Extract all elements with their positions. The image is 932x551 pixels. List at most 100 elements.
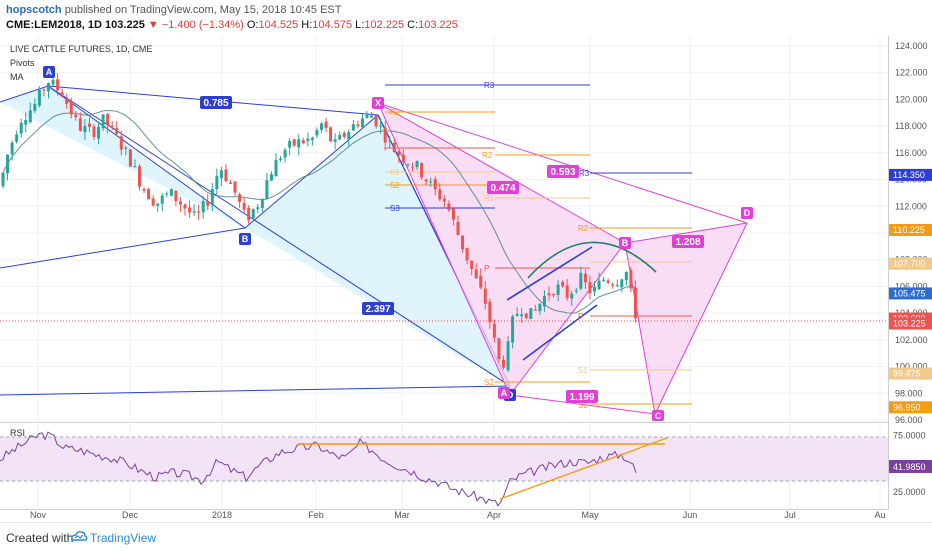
tradingview-logo-icon[interactable] xyxy=(70,529,88,543)
candle-body xyxy=(42,89,46,91)
close-value: 103.225 xyxy=(418,19,458,31)
price-label: 96.950 xyxy=(893,402,921,412)
candle-body xyxy=(447,203,451,211)
time-tick: 2018 xyxy=(212,510,232,520)
chart-legend[interactable]: LIVE CATTLE FUTURES, 1D, CME Pivots MA xyxy=(10,44,152,82)
pattern1-base-line xyxy=(0,385,511,396)
ratio-box xyxy=(566,390,598,403)
candle-body xyxy=(83,125,87,133)
candle-body xyxy=(333,139,337,142)
price-tick: 112.000 xyxy=(895,201,927,211)
footer: Created with TradingView xyxy=(0,522,932,551)
candle-body xyxy=(479,275,483,288)
low-label: L: xyxy=(355,19,365,31)
candle-body xyxy=(474,269,478,279)
chart-title: LIVE CATTLE FUTURES, 1D, CME xyxy=(10,44,152,54)
candle-body xyxy=(374,115,378,127)
candle-body xyxy=(192,211,196,213)
point-label-c2: C xyxy=(655,411,662,421)
point-label-a: A xyxy=(46,67,53,77)
ratio-label: 0.785 xyxy=(203,98,228,109)
candle-body xyxy=(365,114,369,118)
candle-body xyxy=(547,293,551,296)
time-tick: Feb xyxy=(308,510,324,520)
price-label-box xyxy=(889,317,932,330)
candle-body xyxy=(420,163,424,178)
pattern2-xd-line xyxy=(377,102,748,224)
price-label-box xyxy=(889,223,932,236)
candle-body xyxy=(611,284,615,286)
pivot-label: S1 xyxy=(390,168,400,177)
price-chart[interactable]: R3 R2 S1 S2 S3 R2 R1 P S2 R3 R2 P S1 S2 … xyxy=(0,36,932,522)
price-tick: 102.000 xyxy=(895,335,928,345)
candle-body xyxy=(119,136,123,150)
candle-body xyxy=(128,149,132,167)
candle-body xyxy=(24,119,28,125)
candle-body xyxy=(624,271,628,281)
time-tick: Jul xyxy=(784,510,796,520)
candle-body xyxy=(620,279,624,288)
point-box xyxy=(652,410,664,421)
candle-body xyxy=(78,118,82,131)
price-label: 105.475 xyxy=(893,288,926,298)
annotations[interactable] xyxy=(0,241,888,361)
candle-body xyxy=(219,170,223,179)
candle-body xyxy=(274,160,278,177)
candle-body xyxy=(370,115,374,118)
price-label: 114.350 xyxy=(893,170,925,180)
candle-body xyxy=(15,134,19,142)
rsi-tick: 75.0000 xyxy=(893,430,926,440)
pattern2-bd-line xyxy=(624,222,748,244)
legend-pivots[interactable]: Pivots xyxy=(10,58,35,68)
candle-body xyxy=(74,114,78,118)
candle-body xyxy=(538,303,542,312)
ratio-label: 1.208 xyxy=(675,237,700,248)
pattern1-ad-line xyxy=(47,85,511,387)
moving-average-line[interactable] xyxy=(2,109,636,314)
candle-body xyxy=(169,189,173,196)
candle-body xyxy=(6,154,10,174)
pivot-label: R2 xyxy=(390,108,401,117)
candle-body xyxy=(97,126,101,139)
candle-body xyxy=(320,123,323,130)
candle-body xyxy=(310,137,314,140)
candle-body xyxy=(360,118,364,128)
rsi-indicator[interactable] xyxy=(0,431,888,507)
pattern1-left-legs xyxy=(0,85,247,269)
legend-ma[interactable]: MA xyxy=(10,72,24,82)
candle-body xyxy=(588,281,592,294)
candle-body xyxy=(629,270,633,289)
rsi-title[interactable]: RSI xyxy=(10,428,25,438)
candle-body xyxy=(461,235,465,250)
candle-body xyxy=(242,202,246,210)
tradingview-brand[interactable]: TradingView xyxy=(90,531,157,545)
candle-body xyxy=(497,338,501,360)
candle-body xyxy=(256,207,260,210)
candle-body xyxy=(338,134,342,140)
point-label-b2: B xyxy=(622,238,629,248)
ratio-label: 0.474 xyxy=(490,183,515,194)
candle-body xyxy=(28,110,32,123)
candle-body xyxy=(233,181,237,193)
candle-body xyxy=(552,294,556,296)
candle-body xyxy=(260,198,264,209)
high-value: 104.575 xyxy=(312,19,353,31)
candle-body xyxy=(488,301,492,323)
candle-body xyxy=(183,204,187,209)
channel-lower-line xyxy=(522,304,598,361)
time-axis[interactable]: Nov Dec 2018 Feb Mar Apr May Jun Jul Au xyxy=(30,510,886,520)
candle-body xyxy=(379,125,383,127)
ratio-box xyxy=(487,181,519,194)
candle-body xyxy=(251,209,255,219)
price-tick: 100.000 xyxy=(895,362,928,372)
author-name[interactable]: hopscotch xyxy=(6,4,62,16)
pattern1-bcd-fill xyxy=(245,115,510,386)
candle-body xyxy=(10,142,14,155)
ratio-labels[interactable]: 0.785 2.397 0.474 0.593 1.208 1.199 xyxy=(200,96,704,403)
pivot-label: R3 xyxy=(579,169,590,178)
price-label: 99.475 xyxy=(893,369,921,379)
candle-body xyxy=(197,211,201,213)
price-label-box xyxy=(889,257,932,270)
candles[interactable] xyxy=(1,73,637,373)
pattern-point-labels[interactable]: A B D X B D C A xyxy=(43,66,753,421)
